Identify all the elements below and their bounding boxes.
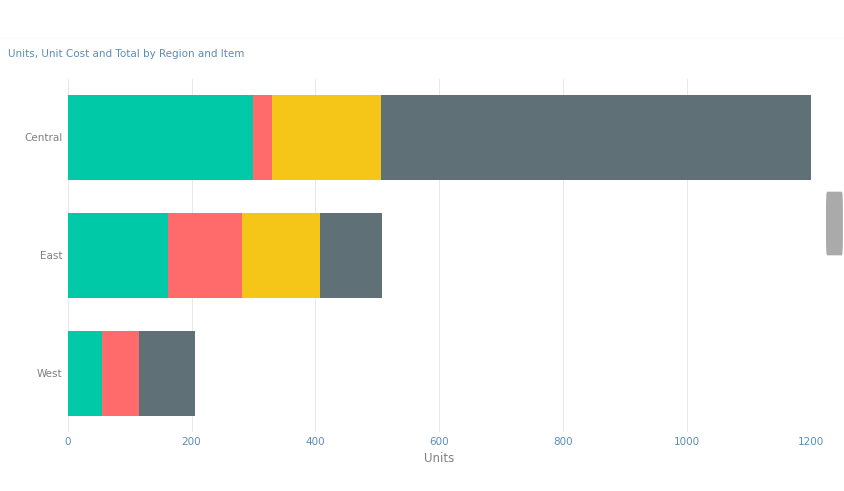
FancyBboxPatch shape <box>825 191 842 255</box>
Bar <box>168 213 242 298</box>
Bar <box>68 95 253 180</box>
Text: Units, Unit Cost and Total by Region and Item: Units, Unit Cost and Total by Region and… <box>8 49 245 59</box>
Bar <box>101 331 138 416</box>
Bar <box>68 213 168 298</box>
Bar <box>319 213 381 298</box>
Bar <box>242 213 319 298</box>
Bar <box>272 95 380 180</box>
Bar <box>253 95 272 180</box>
Bar <box>68 331 101 416</box>
X-axis label: Units: Units <box>424 453 454 465</box>
Bar <box>380 95 820 180</box>
Bar <box>138 331 194 416</box>
Legend: Item, Binder, Desk, Pen, Pen Set, Pencil: Item, Binder, Desk, Pen, Pen Set, Pencil <box>275 0 603 4</box>
